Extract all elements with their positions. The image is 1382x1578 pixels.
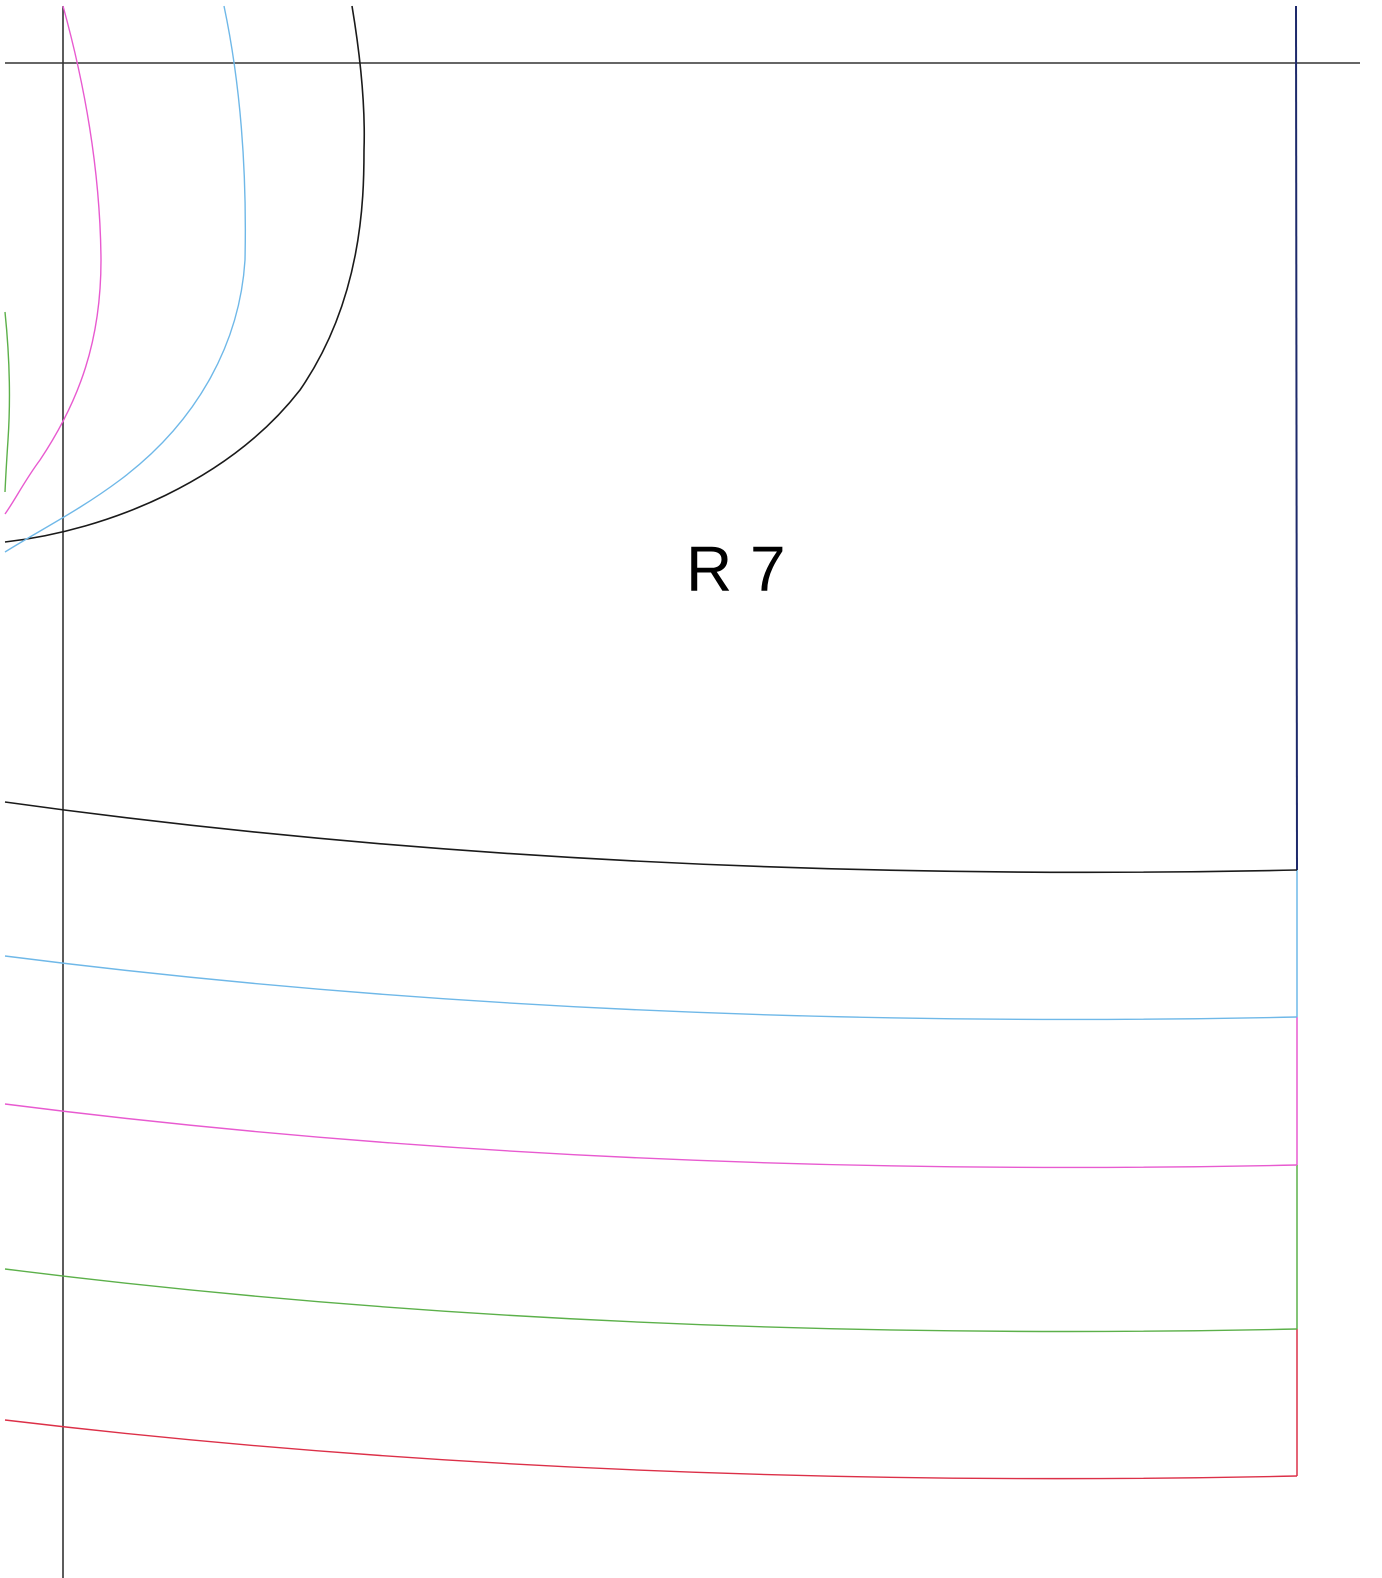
green-corner-curve bbox=[4, 311, 11, 493]
blue-hem-curve bbox=[4, 955, 1298, 1021]
right-edge-navy-line bbox=[1295, 5, 1298, 871]
magenta-corner-curve bbox=[4, 5, 102, 515]
black-hem-curve bbox=[4, 801, 1298, 874]
piece-label: R 7 bbox=[686, 533, 786, 605]
red-hem-curve bbox=[4, 1419, 1298, 1480]
green-hem-curve bbox=[4, 1268, 1298, 1333]
black-corner-curve bbox=[4, 5, 366, 543]
magenta-hem-curve bbox=[4, 1103, 1298, 1169]
blue-corner-curve bbox=[4, 5, 247, 553]
